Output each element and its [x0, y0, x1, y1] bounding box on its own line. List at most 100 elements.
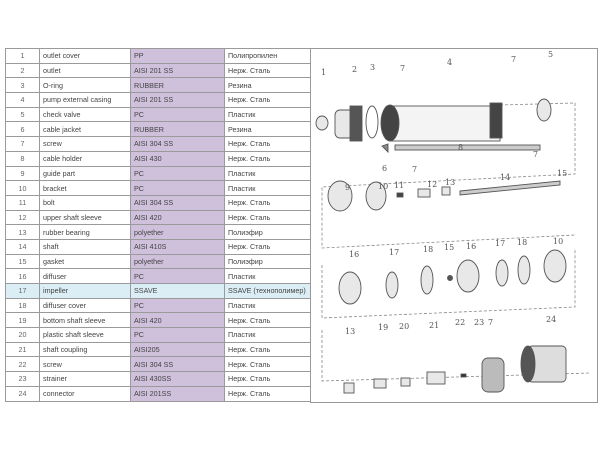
part-material-ru: Полиэфир	[224, 253, 315, 270]
impeller-part-2	[495, 259, 509, 287]
table-row: 11 bolt AISI 304 SS Нерж. Сталь	[5, 194, 315, 211]
part-number: 7	[5, 136, 40, 152]
callout-label: 17	[495, 239, 505, 248]
part-number: 19	[5, 312, 40, 329]
table-row: 10 bracket PC Пластик	[5, 180, 315, 196]
part-number: 24	[5, 385, 40, 402]
part-material-ru: Пластик	[224, 268, 315, 284]
part-number: 3	[5, 77, 40, 94]
callout-label: 13	[445, 178, 455, 187]
part-number: 23	[5, 371, 40, 387]
part-name: O-ring	[39, 77, 131, 94]
callout-label: 10	[553, 237, 563, 246]
outlet-thread	[349, 105, 363, 142]
callout-label: 7	[488, 318, 493, 327]
part-name: impeller	[39, 283, 131, 299]
cable-holder-part	[394, 144, 541, 151]
part-number: 18	[5, 297, 40, 314]
table-row: 8 cable holder AISI 430 Нерж. Сталь	[5, 150, 315, 167]
table-row: 23 strainer AISI 430SS Нерж. Сталь	[5, 371, 315, 387]
part-material-ru: Полиэфир	[224, 224, 315, 240]
table-row: 2 outlet AISI 201 SS Нерж. Сталь	[5, 62, 315, 79]
connector-thread	[520, 345, 536, 383]
part-name: cable jacket	[39, 121, 131, 138]
part-material: PC	[130, 327, 225, 343]
shaft-coupling-part	[426, 371, 446, 385]
strainer-part	[481, 357, 505, 393]
impeller-part	[385, 271, 399, 299]
callout-label: 20	[399, 322, 409, 331]
part-name: guide part	[39, 165, 131, 182]
part-number: 12	[5, 209, 40, 226]
part-material: AISI 201 SS	[130, 92, 225, 108]
table-row: 18 diffuser cover PC Пластик	[5, 297, 315, 314]
guide-part	[327, 180, 353, 212]
part-material: AISI 304 SS	[130, 194, 225, 211]
table-row: 24 connector AISI 201SS Нерж. Сталь	[5, 385, 315, 402]
part-material-ru: Нерж. Сталь	[224, 62, 315, 79]
part-name: outlet cover	[39, 48, 131, 64]
callout-label: 12	[427, 180, 437, 189]
callout-label: 15	[444, 243, 454, 252]
part-name: outlet	[39, 62, 131, 79]
diffuser-cover-part-2	[517, 255, 531, 285]
part-material-ru: Нерж. Сталь	[224, 209, 315, 226]
table-row: 13 rubber bearing polyether Полиэфир	[5, 224, 315, 240]
table-row: 5 check valve PC Пластик	[5, 106, 315, 123]
assembly-guide-lines	[321, 102, 591, 382]
part-material: RUBBER	[130, 77, 225, 94]
callout-label: 5	[548, 50, 553, 59]
callout-label: 10	[378, 182, 388, 191]
part-material-ru: Резина	[224, 77, 315, 94]
part-name: upper shaft sleeve	[39, 209, 131, 226]
table-row: 22 screw AISI 304 SS Нерж. Сталь	[5, 356, 315, 373]
part-material: PC	[130, 297, 225, 314]
part-number: 9	[5, 165, 40, 182]
part-material: polyether	[130, 253, 225, 270]
part-material-ru: Нерж. Сталь	[224, 385, 315, 402]
part-material: PC	[130, 180, 225, 196]
part-material-ru: Нерж. Сталь	[224, 136, 315, 152]
part-number: 10	[5, 180, 40, 196]
part-material: AISI 304 SS	[130, 136, 225, 152]
part-number: 2	[5, 62, 40, 79]
plastic-shaft-sleeve-part	[400, 377, 411, 387]
callout-label: 9	[345, 183, 350, 192]
part-number: 15	[5, 253, 40, 270]
part-name: plastic shaft sleeve	[39, 327, 131, 343]
part-number: 6	[5, 121, 40, 138]
part-number: 17	[5, 283, 40, 299]
table-row: 3 O-ring RUBBER Резина	[5, 77, 315, 94]
part-number: 1	[5, 48, 40, 64]
part-number: 4	[5, 92, 40, 108]
part-material: AISI 430SS	[130, 371, 225, 387]
part-material-ru: Нерж. Сталь	[224, 341, 315, 358]
table-row: 15 gasket polyether Полиэфир	[5, 253, 315, 270]
table-row: 16 diffuser PC Пластик	[5, 268, 315, 284]
part-name: strainer	[39, 371, 131, 387]
callout-label: 4	[447, 58, 452, 67]
shaft-part	[459, 180, 561, 196]
callout-label: 23	[474, 318, 484, 327]
part-material: AISI205	[130, 341, 225, 358]
callout-label: 18	[423, 245, 433, 254]
callout-label: 14	[500, 173, 510, 182]
part-material-ru: Нерж. Сталь	[224, 150, 315, 167]
callout-label: 6	[382, 164, 387, 173]
callout-label: 1	[321, 68, 326, 77]
part-material-ru: Нерж. Сталь	[224, 312, 315, 329]
part-material-ru: Нерж. Сталь	[224, 356, 315, 373]
part-number: 8	[5, 150, 40, 167]
part-material: polyether	[130, 224, 225, 240]
outlet-cover-part	[315, 115, 329, 131]
table-row: 20 plastic shaft sleeve PC Пластик	[5, 327, 315, 343]
bolt-part	[396, 192, 404, 198]
part-material: AISI 410S	[130, 238, 225, 255]
rubber-bearing-part-2	[343, 382, 355, 394]
part-material-ru: Нерж. Сталь	[224, 238, 315, 255]
part-name: screw	[39, 356, 131, 373]
callout-label: 7	[400, 64, 405, 73]
diffuser-part-2	[456, 259, 480, 293]
callout-label: 7	[511, 55, 516, 64]
screw-part	[460, 373, 467, 378]
